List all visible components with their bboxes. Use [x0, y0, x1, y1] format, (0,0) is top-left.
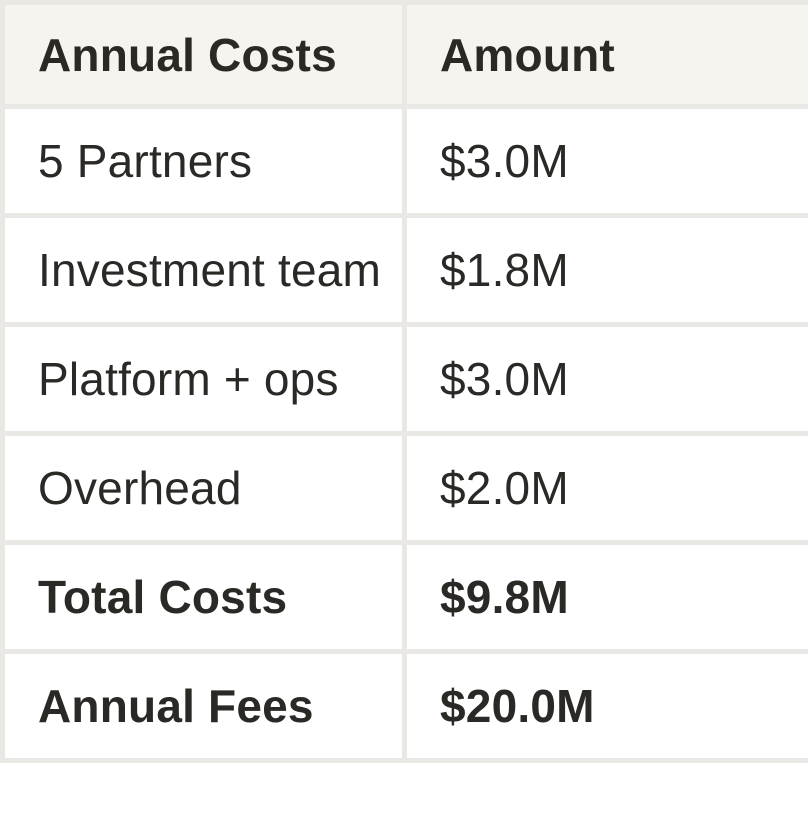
table-row: 5 Partners $3.0M [0, 104, 808, 218]
cost-item-label: 5 Partners [0, 104, 407, 218]
table-row-total-costs: Total Costs $9.8M [0, 540, 808, 654]
cost-amount-value: $3.0M [402, 322, 808, 436]
cost-amount-value: $3.0M [402, 104, 808, 218]
cost-item-label: Annual Fees [0, 649, 407, 763]
annual-costs-table: Annual Costs Amount 5 Partners $3.0M Inv… [0, 0, 808, 763]
cost-amount-value: $2.0M [402, 431, 808, 545]
table-header: Annual Costs Amount [0, 0, 808, 109]
column-header-amount: Amount [402, 0, 808, 109]
table-row: Platform + ops $3.0M [0, 322, 808, 436]
cost-item-label: Overhead [0, 431, 407, 545]
cost-item-label: Total Costs [0, 540, 407, 654]
cost-amount-value: $1.8M [402, 213, 808, 327]
cost-amount-value: $20.0M [402, 649, 808, 763]
table-row: Overhead $2.0M [0, 431, 808, 545]
header-row: Annual Costs Amount [0, 0, 808, 109]
table-body: 5 Partners $3.0M Investment team $1.8M P… [0, 104, 808, 763]
table-row: Investment team $1.8M [0, 213, 808, 327]
cost-amount-value: $9.8M [402, 540, 808, 654]
cost-item-label: Investment team [0, 213, 407, 327]
table-row-annual-fees: Annual Fees $20.0M [0, 649, 808, 763]
column-header-annual-costs: Annual Costs [0, 0, 407, 109]
cost-item-label: Platform + ops [0, 322, 407, 436]
